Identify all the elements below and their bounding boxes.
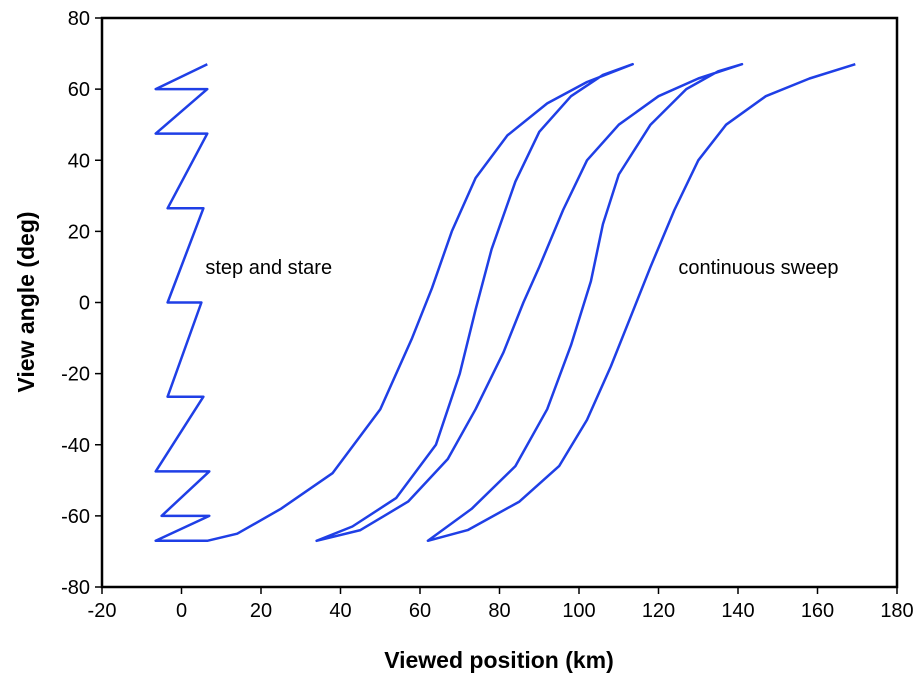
y-tick-label: 80 bbox=[68, 8, 90, 30]
x-tick-label: 180 bbox=[880, 600, 913, 622]
y-tick-label: 0 bbox=[79, 293, 90, 315]
y-tick-label: 60 bbox=[68, 79, 90, 101]
x-tick-label: 160 bbox=[801, 600, 834, 622]
y-axis-title: View angle (deg) bbox=[13, 211, 39, 392]
x-tick-label: 0 bbox=[176, 600, 187, 622]
x-tick-label: 40 bbox=[329, 600, 351, 622]
y-tick-label: 40 bbox=[68, 150, 90, 172]
y-axis: -80 -60 -40 -20 0 20 40 60 80 bbox=[61, 8, 102, 599]
x-tick-label: 60 bbox=[409, 600, 431, 622]
series-line bbox=[154, 62, 856, 543]
series-layer bbox=[154, 62, 856, 543]
x-axis-title: Viewed position (km) bbox=[384, 647, 614, 673]
x-tick-label: 140 bbox=[721, 600, 754, 622]
x-tick-label: 100 bbox=[562, 600, 595, 622]
annotation-continuous-sweep: continuous sweep bbox=[678, 257, 838, 279]
y-tick-label: -80 bbox=[61, 577, 90, 599]
x-tick-label: 20 bbox=[250, 600, 272, 622]
x-tick-label: 120 bbox=[642, 600, 675, 622]
x-tick-label: 80 bbox=[488, 600, 510, 622]
plot-area-frame bbox=[100, 16, 899, 589]
y-tick-label: -20 bbox=[61, 364, 90, 386]
y-tick-label: 20 bbox=[68, 221, 90, 243]
x-tick-label: -20 bbox=[88, 600, 117, 622]
y-tick-label: -40 bbox=[61, 435, 90, 457]
x-axis: -20 0 20 40 60 80 100 120 140 160 180 bbox=[88, 587, 914, 622]
annotation-step-and-stare: step and stare bbox=[205, 257, 332, 279]
y-tick-label: -60 bbox=[61, 506, 90, 528]
